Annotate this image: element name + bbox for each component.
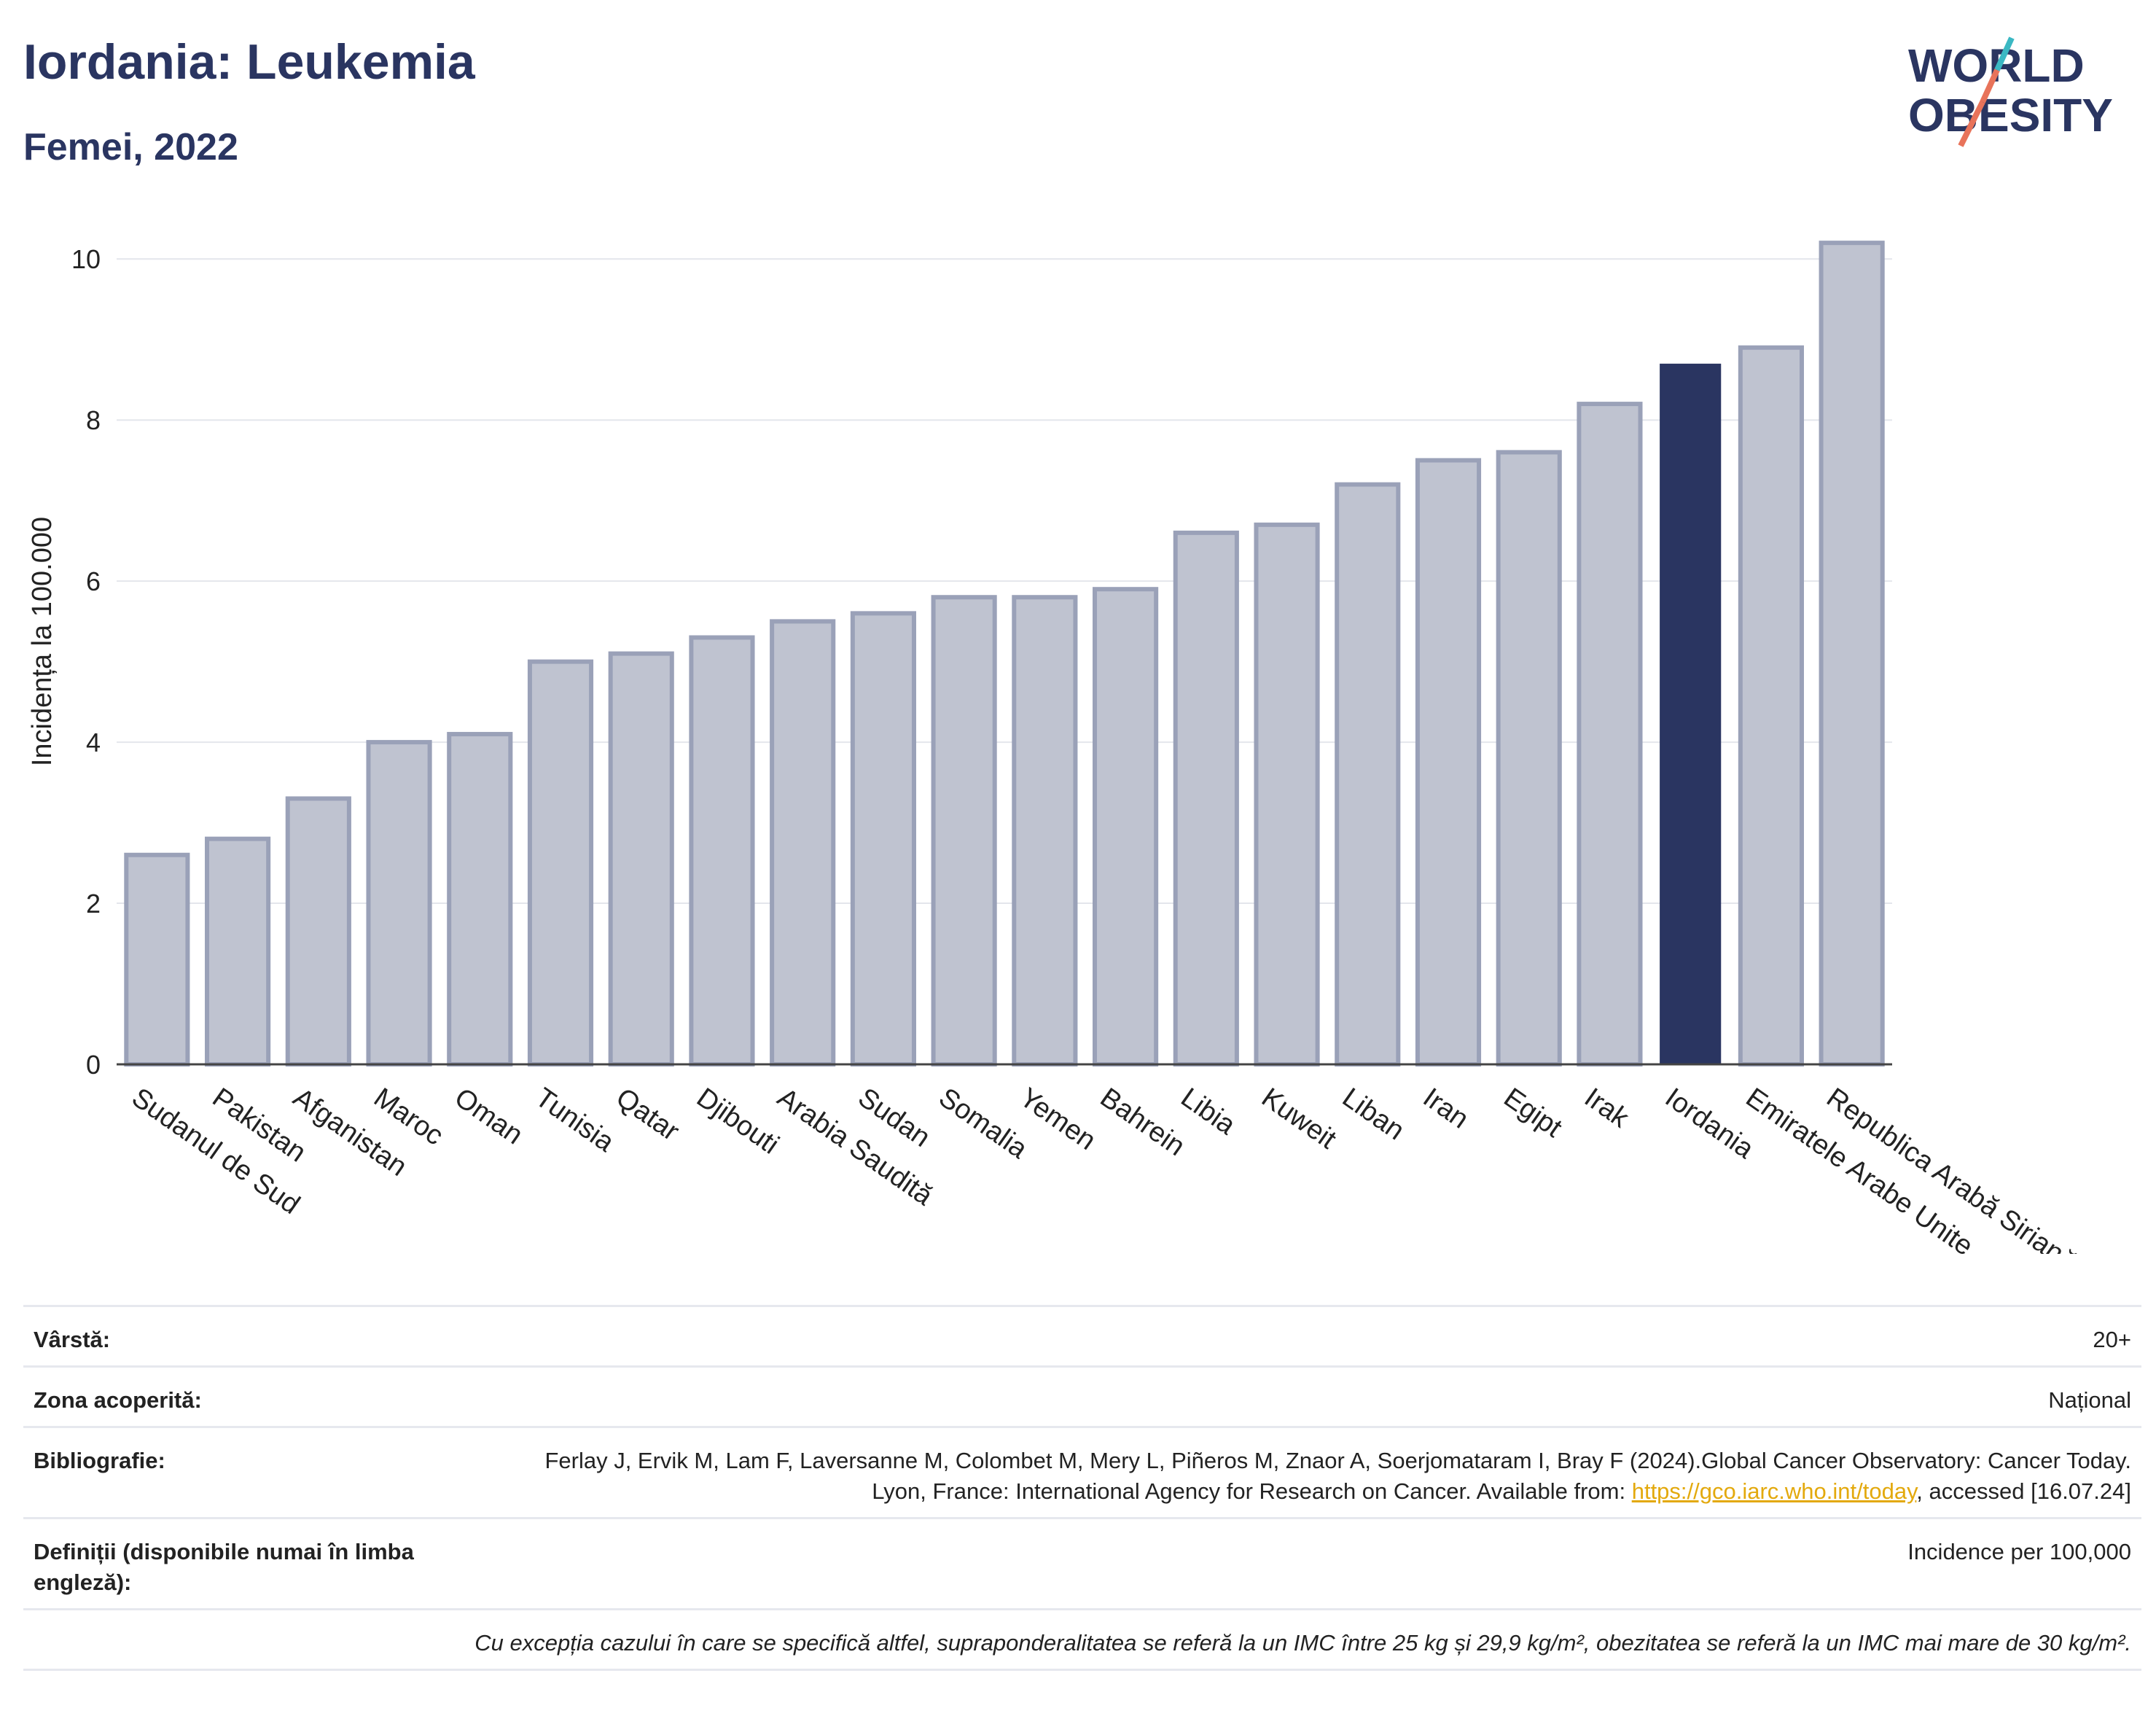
y-tick-label: 6	[86, 566, 101, 596]
x-tick-label: Liban	[1337, 1083, 1410, 1147]
x-tick-label: Qatar	[610, 1083, 684, 1147]
x-tick-label: Somalia	[933, 1083, 1033, 1166]
bar	[608, 651, 674, 1067]
bar	[205, 836, 271, 1067]
x-tick-label: Bahrein	[1095, 1083, 1190, 1163]
y-tick-label: 10	[71, 244, 101, 274]
meta-row-age: Vârstă: 20+	[23, 1305, 2141, 1365]
bar	[850, 611, 916, 1067]
bar	[1335, 482, 1401, 1067]
footnote: Cu excepția cazului în care se specifică…	[474, 1630, 2131, 1656]
bibliography-text: Ferlay J, Ervik M, Lam F, Laversanne M, …	[544, 1448, 2131, 1504]
y-tick-labels: 0 2 4 6 8 10	[71, 244, 101, 1080]
x-tick-label: Irak	[1579, 1083, 1635, 1134]
bibliography-value: Ferlay J, Ervik M, Lam F, Laversanne M, …	[528, 1446, 2131, 1507]
bar	[931, 595, 997, 1067]
y-tick-label: 0	[86, 1050, 101, 1080]
logo-line2: OBESITY	[1908, 89, 2113, 141]
meta-row-definitions: Definiții (disponibile numai în limba en…	[23, 1517, 2141, 1608]
logo-slash-top	[1994, 36, 2015, 71]
bar	[1012, 595, 1078, 1067]
x-tick-label: Iran	[1418, 1083, 1475, 1135]
x-tick-label: Libia	[1176, 1083, 1242, 1142]
bar	[1819, 241, 1885, 1067]
bar-chart: 0 2 4 6 8 10 Sudanul de SudPakistanAfganistan…	[27, 241, 2082, 1254]
bar	[366, 740, 432, 1067]
x-tick-label: Kuweit	[1256, 1083, 1342, 1155]
bar	[447, 732, 513, 1067]
meta-row-coverage: Zona acoperită: Național	[23, 1365, 2141, 1426]
y-axis-label: Incidența la 100.000	[27, 517, 58, 766]
definitions-value: Incidence per 100,000	[1907, 1539, 2131, 1564]
logo-slash-bottom	[1980, 69, 2000, 104]
age-value: 20+	[2093, 1327, 2131, 1352]
bar	[689, 635, 755, 1067]
page-title: Iordania: Leukemia	[23, 34, 475, 90]
bar	[770, 619, 836, 1067]
coverage-label: Zona acoperită:	[34, 1387, 202, 1413]
world-obesity-logo: WORLD OBESITY	[1908, 36, 2113, 147]
metadata-table: Vârstă: 20+ Zona acoperită: Național Bib…	[23, 1305, 2141, 1671]
definitions-label: Definiții (disponibile numai în limba en…	[34, 1539, 414, 1595]
bar	[1660, 363, 1722, 1064]
bar	[1173, 530, 1239, 1067]
bibliography-label: Bibliografie:	[34, 1448, 165, 1473]
bar	[1415, 458, 1482, 1067]
bar	[1093, 587, 1159, 1067]
bibliography-link[interactable]: https://gco.iarc.who.int/today	[1631, 1478, 1917, 1504]
bars	[124, 241, 1885, 1067]
bibliography-text-end: , accessed [16.07.24]	[1916, 1478, 2131, 1504]
bar	[1254, 522, 1320, 1067]
y-tick-label: 4	[86, 728, 101, 757]
page-subtitle: Femei, 2022	[23, 126, 238, 168]
bar	[1496, 450, 1562, 1067]
y-tick-label: 2	[86, 889, 101, 919]
bar	[527, 659, 594, 1067]
age-label: Vârstă:	[34, 1327, 111, 1352]
x-tick-label: Oman	[449, 1083, 528, 1151]
x-tick-label: Djibouti	[691, 1083, 784, 1161]
logo-slash-lower	[1958, 101, 1985, 147]
bar	[285, 796, 351, 1067]
meta-row-note: Cu excepția cazului în care se specifică…	[23, 1608, 2141, 1671]
bar	[124, 852, 190, 1067]
bar	[1738, 345, 1804, 1067]
coverage-value: Național	[2048, 1387, 2131, 1413]
x-tick-label: Tunisia	[530, 1083, 620, 1158]
x-tick-label: Iordania	[1660, 1083, 1759, 1166]
bar	[1577, 402, 1643, 1067]
x-tick-label: Egipt	[1498, 1083, 1567, 1144]
meta-row-bibliography: Bibliografie: Ferlay J, Ervik M, Lam F, …	[23, 1426, 2141, 1517]
y-tick-label: 8	[86, 405, 101, 435]
